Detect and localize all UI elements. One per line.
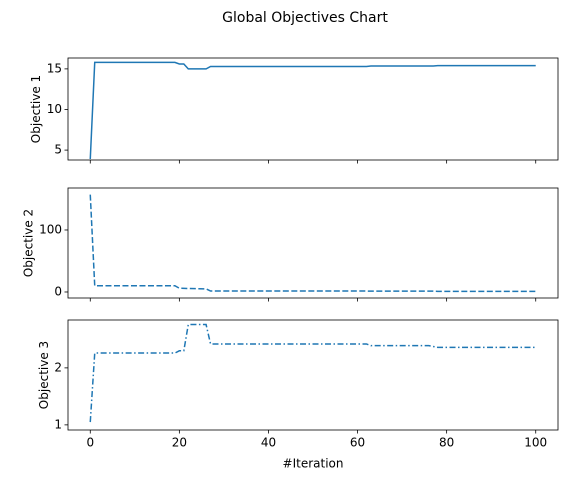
y-axis-label: Objective 1	[29, 75, 43, 143]
y-tick-label: 100	[39, 222, 62, 236]
axes-frame	[67, 57, 559, 161]
x-tick-label: 100	[524, 436, 547, 450]
figure-title: Global Objectives Chart	[222, 10, 388, 26]
y-tick-label: 1	[54, 417, 62, 431]
data-line	[89, 194, 536, 293]
x-tick-label: 40	[261, 436, 276, 450]
y-tick-label: 10	[47, 102, 62, 116]
x-tick-label: 0	[86, 436, 94, 450]
y-axis-label: Objective 2	[22, 209, 36, 277]
x-tick-label: 60	[350, 436, 365, 450]
axes-frame	[67, 319, 559, 431]
data-line	[89, 323, 536, 423]
x-tick-label: 80	[439, 436, 454, 450]
y-tick-label: 0	[54, 284, 62, 298]
axes-frame	[67, 187, 559, 299]
y-tick-label: 5	[54, 143, 62, 157]
x-axis-label: #Iteration	[283, 457, 344, 471]
y-tick-label: 2	[54, 360, 62, 374]
y-tick-label: 15	[47, 61, 62, 75]
y-axis-label: Objective 3	[37, 341, 51, 409]
x-tick-label: 20	[172, 436, 187, 450]
data-line	[89, 61, 536, 160]
